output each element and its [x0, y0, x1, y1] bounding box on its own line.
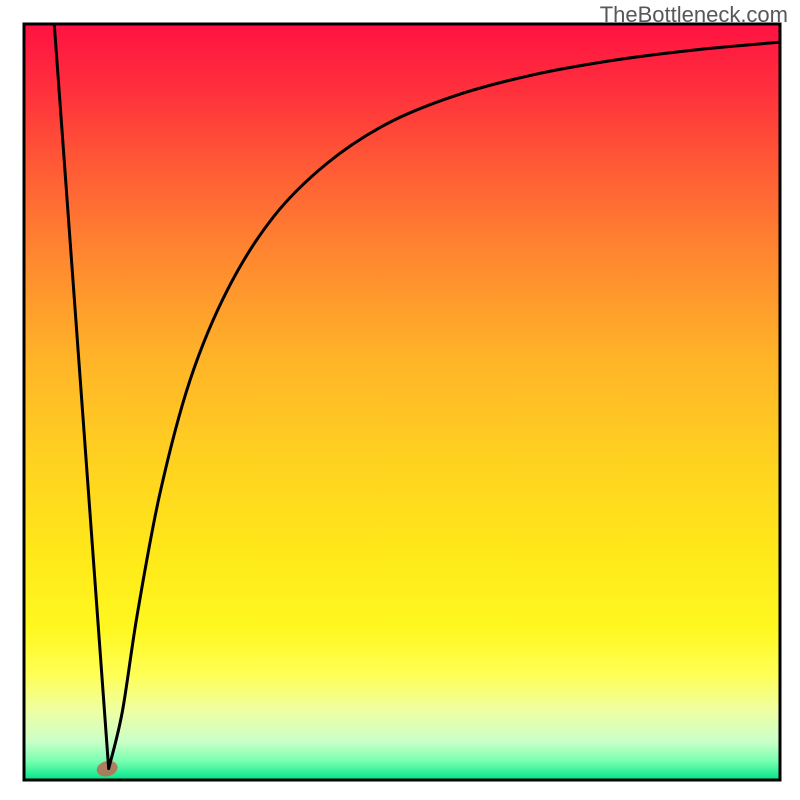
- bottleneck-chart: [0, 0, 800, 800]
- watermark-text: TheBottleneck.com: [600, 2, 788, 28]
- plot-background: [24, 24, 780, 780]
- chart-container: TheBottleneck.com: [0, 0, 800, 800]
